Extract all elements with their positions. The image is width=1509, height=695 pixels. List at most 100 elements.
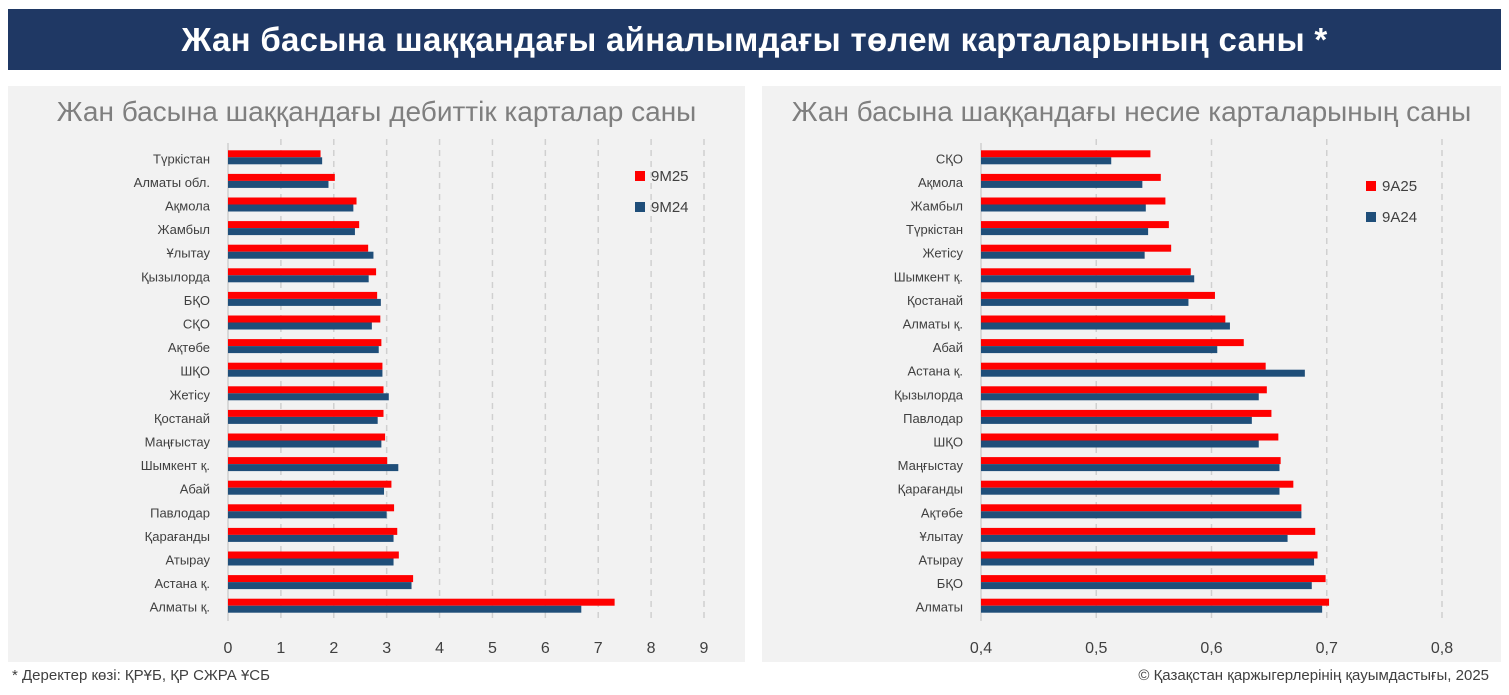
- debit-bar-series2: [228, 275, 369, 283]
- credit-bar-series2: [981, 511, 1302, 519]
- credit-bar-series2: [981, 322, 1230, 330]
- debit-category-label: Алматы қ.: [150, 600, 210, 615]
- debit-category-label: Жетісу: [170, 387, 211, 402]
- debit-category-label: СҚО: [183, 317, 210, 332]
- credit-category-label: Алматы қ.: [903, 317, 963, 332]
- debit-bar-series1: [228, 551, 399, 559]
- credit-legend-swatch: [1366, 212, 1376, 222]
- debit-category-label: Ақтөбе: [168, 340, 210, 355]
- debit-category-label: Ұлытау: [166, 246, 210, 261]
- debit-x-tick-label: 1: [276, 640, 285, 657]
- debit-bar-series1: [228, 504, 395, 512]
- debit-bar-series1: [228, 457, 388, 465]
- credit-bar-series1: [981, 173, 1161, 181]
- debit-bar-series2: [228, 464, 399, 472]
- debit-x-tick-label: 4: [435, 640, 444, 657]
- debit-x-tick-label: 2: [329, 640, 338, 657]
- credit-bar-series2: [981, 298, 1189, 306]
- debit-category-label: Қарағанды: [145, 529, 210, 544]
- page-title: Жан басына шаққандағы айналымдағы төлем …: [181, 20, 1328, 58]
- credit-cards-chart: 0,4 0,5 0,6 0,7 0,8 СҚО Ақмола Жамбыл Түркістан Ж…: [894, 139, 1453, 657]
- debit-category-label: Жамбыл: [157, 222, 210, 237]
- debit-legend-label: 9М24: [651, 199, 689, 216]
- debit-category-label: Абай: [180, 482, 210, 497]
- credit-legend-swatch: [1366, 181, 1376, 191]
- credit-bar-series2: [981, 393, 1259, 401]
- debit-bar-series2: [228, 487, 385, 495]
- credit-category-label: Алматы: [916, 600, 963, 615]
- credit-category-label: Қарағанды: [898, 482, 963, 497]
- debit-bar-series2: [228, 346, 379, 354]
- debit-bar-series1: [228, 480, 392, 488]
- credit-bar-series2: [981, 228, 1149, 236]
- debit-x-tick-label: 3: [382, 640, 391, 657]
- debit-bar-series2: [228, 534, 394, 542]
- debit-bar-series1: [228, 244, 369, 252]
- credit-category-label: Ақмола: [918, 175, 964, 190]
- debit-bar-series2: [228, 369, 383, 377]
- debit-category-label: Ақмола: [165, 199, 211, 214]
- credit-chart-title: Жан басына шаққандағы несие карталарының…: [791, 96, 1472, 127]
- credit-bar-series1: [981, 527, 1316, 535]
- credit-bar-series2: [981, 251, 1145, 259]
- credit-x-tick-label: 0,4: [970, 640, 992, 657]
- credit-bar-series1: [981, 504, 1302, 512]
- debit-bar-series1: [228, 575, 414, 583]
- debit-legend-swatch: [635, 171, 645, 181]
- debit-category-label: Атырау: [166, 553, 211, 568]
- credit-bar-series2: [981, 464, 1280, 472]
- credit-category-label: ШҚО: [933, 435, 963, 450]
- credit-bar-series1: [981, 433, 1279, 441]
- credit-category-label: Шымкент қ.: [894, 269, 963, 284]
- debit-category-label: Павлодар: [150, 505, 210, 520]
- credit-bar-series2: [981, 605, 1323, 613]
- debit-chart-title: Жан басына шаққандағы дебиттік карталар …: [56, 96, 697, 127]
- credit-category-label: Астана қ.: [907, 364, 963, 379]
- credit-legend-label: 9А25: [1382, 178, 1417, 195]
- credit-category-label: Ақтөбе: [921, 505, 963, 520]
- credit-bar-series1: [981, 598, 1330, 606]
- credit-legend-label: 9А24: [1382, 209, 1417, 226]
- credit-bar-series2: [981, 369, 1305, 377]
- debit-bar-series2: [228, 322, 372, 330]
- credit-category-label: Маңғыстау: [898, 458, 964, 473]
- debit-bar-series2: [228, 511, 387, 519]
- credit-bar-series2: [981, 558, 1315, 566]
- debit-bar-series2: [228, 157, 323, 165]
- credit-bar-series1: [981, 268, 1191, 276]
- debit-bar-series1: [228, 291, 378, 299]
- debit-bar-series1: [228, 197, 357, 205]
- debit-category-label: Түркістан: [153, 151, 210, 166]
- debit-bar-series2: [228, 298, 381, 306]
- credit-category-label: Абай: [933, 340, 963, 355]
- debit-legend-swatch: [635, 202, 645, 212]
- debit-bar-series1: [228, 598, 615, 606]
- debit-category-label: Қызылорда: [141, 269, 211, 284]
- debit-bar-series1: [228, 150, 321, 158]
- credit-bar-series1: [981, 339, 1244, 347]
- credit-bar-series1: [981, 457, 1281, 465]
- credit-x-tick-label: 0,5: [1085, 640, 1107, 657]
- credit-category-label: Қостанай: [907, 293, 963, 308]
- credit-bar-series2: [981, 275, 1195, 283]
- debit-legend-label: 9М25: [651, 168, 689, 185]
- debit-bar-series1: [228, 386, 384, 394]
- credit-cards-chart-panel: Жан басына шаққандағы несие карталарының…: [762, 86, 1501, 662]
- debit-category-label: Маңғыстау: [145, 435, 211, 450]
- credit-category-label: Ұлытау: [919, 529, 963, 544]
- data-source-note: * Деректер көзі: ҚРҰБ, ҚР СЖРА ҰСБ: [12, 667, 270, 684]
- debit-bar-series1: [228, 268, 377, 276]
- credit-category-label: Түркістан: [906, 222, 963, 237]
- credit-bar-series2: [981, 204, 1146, 212]
- debit-category-label: Қостанай: [154, 411, 210, 426]
- debit-category-label: БҚО: [184, 293, 210, 308]
- credit-bar-series2: [981, 416, 1252, 424]
- debit-x-tick-label: 6: [541, 640, 550, 657]
- debit-bar-series2: [228, 558, 394, 566]
- debit-bar-series1: [228, 339, 382, 347]
- debit-cards-chart: 0 1 2 3 4 5 6 7 8 9 Түркістан Алматы обл. Ақмола Жамб…: [134, 139, 709, 657]
- credit-bar-series1: [981, 409, 1272, 417]
- debit-bar-series1: [228, 315, 381, 323]
- credit-category-label: СҚО: [936, 151, 963, 166]
- credit-bar-series2: [981, 534, 1288, 542]
